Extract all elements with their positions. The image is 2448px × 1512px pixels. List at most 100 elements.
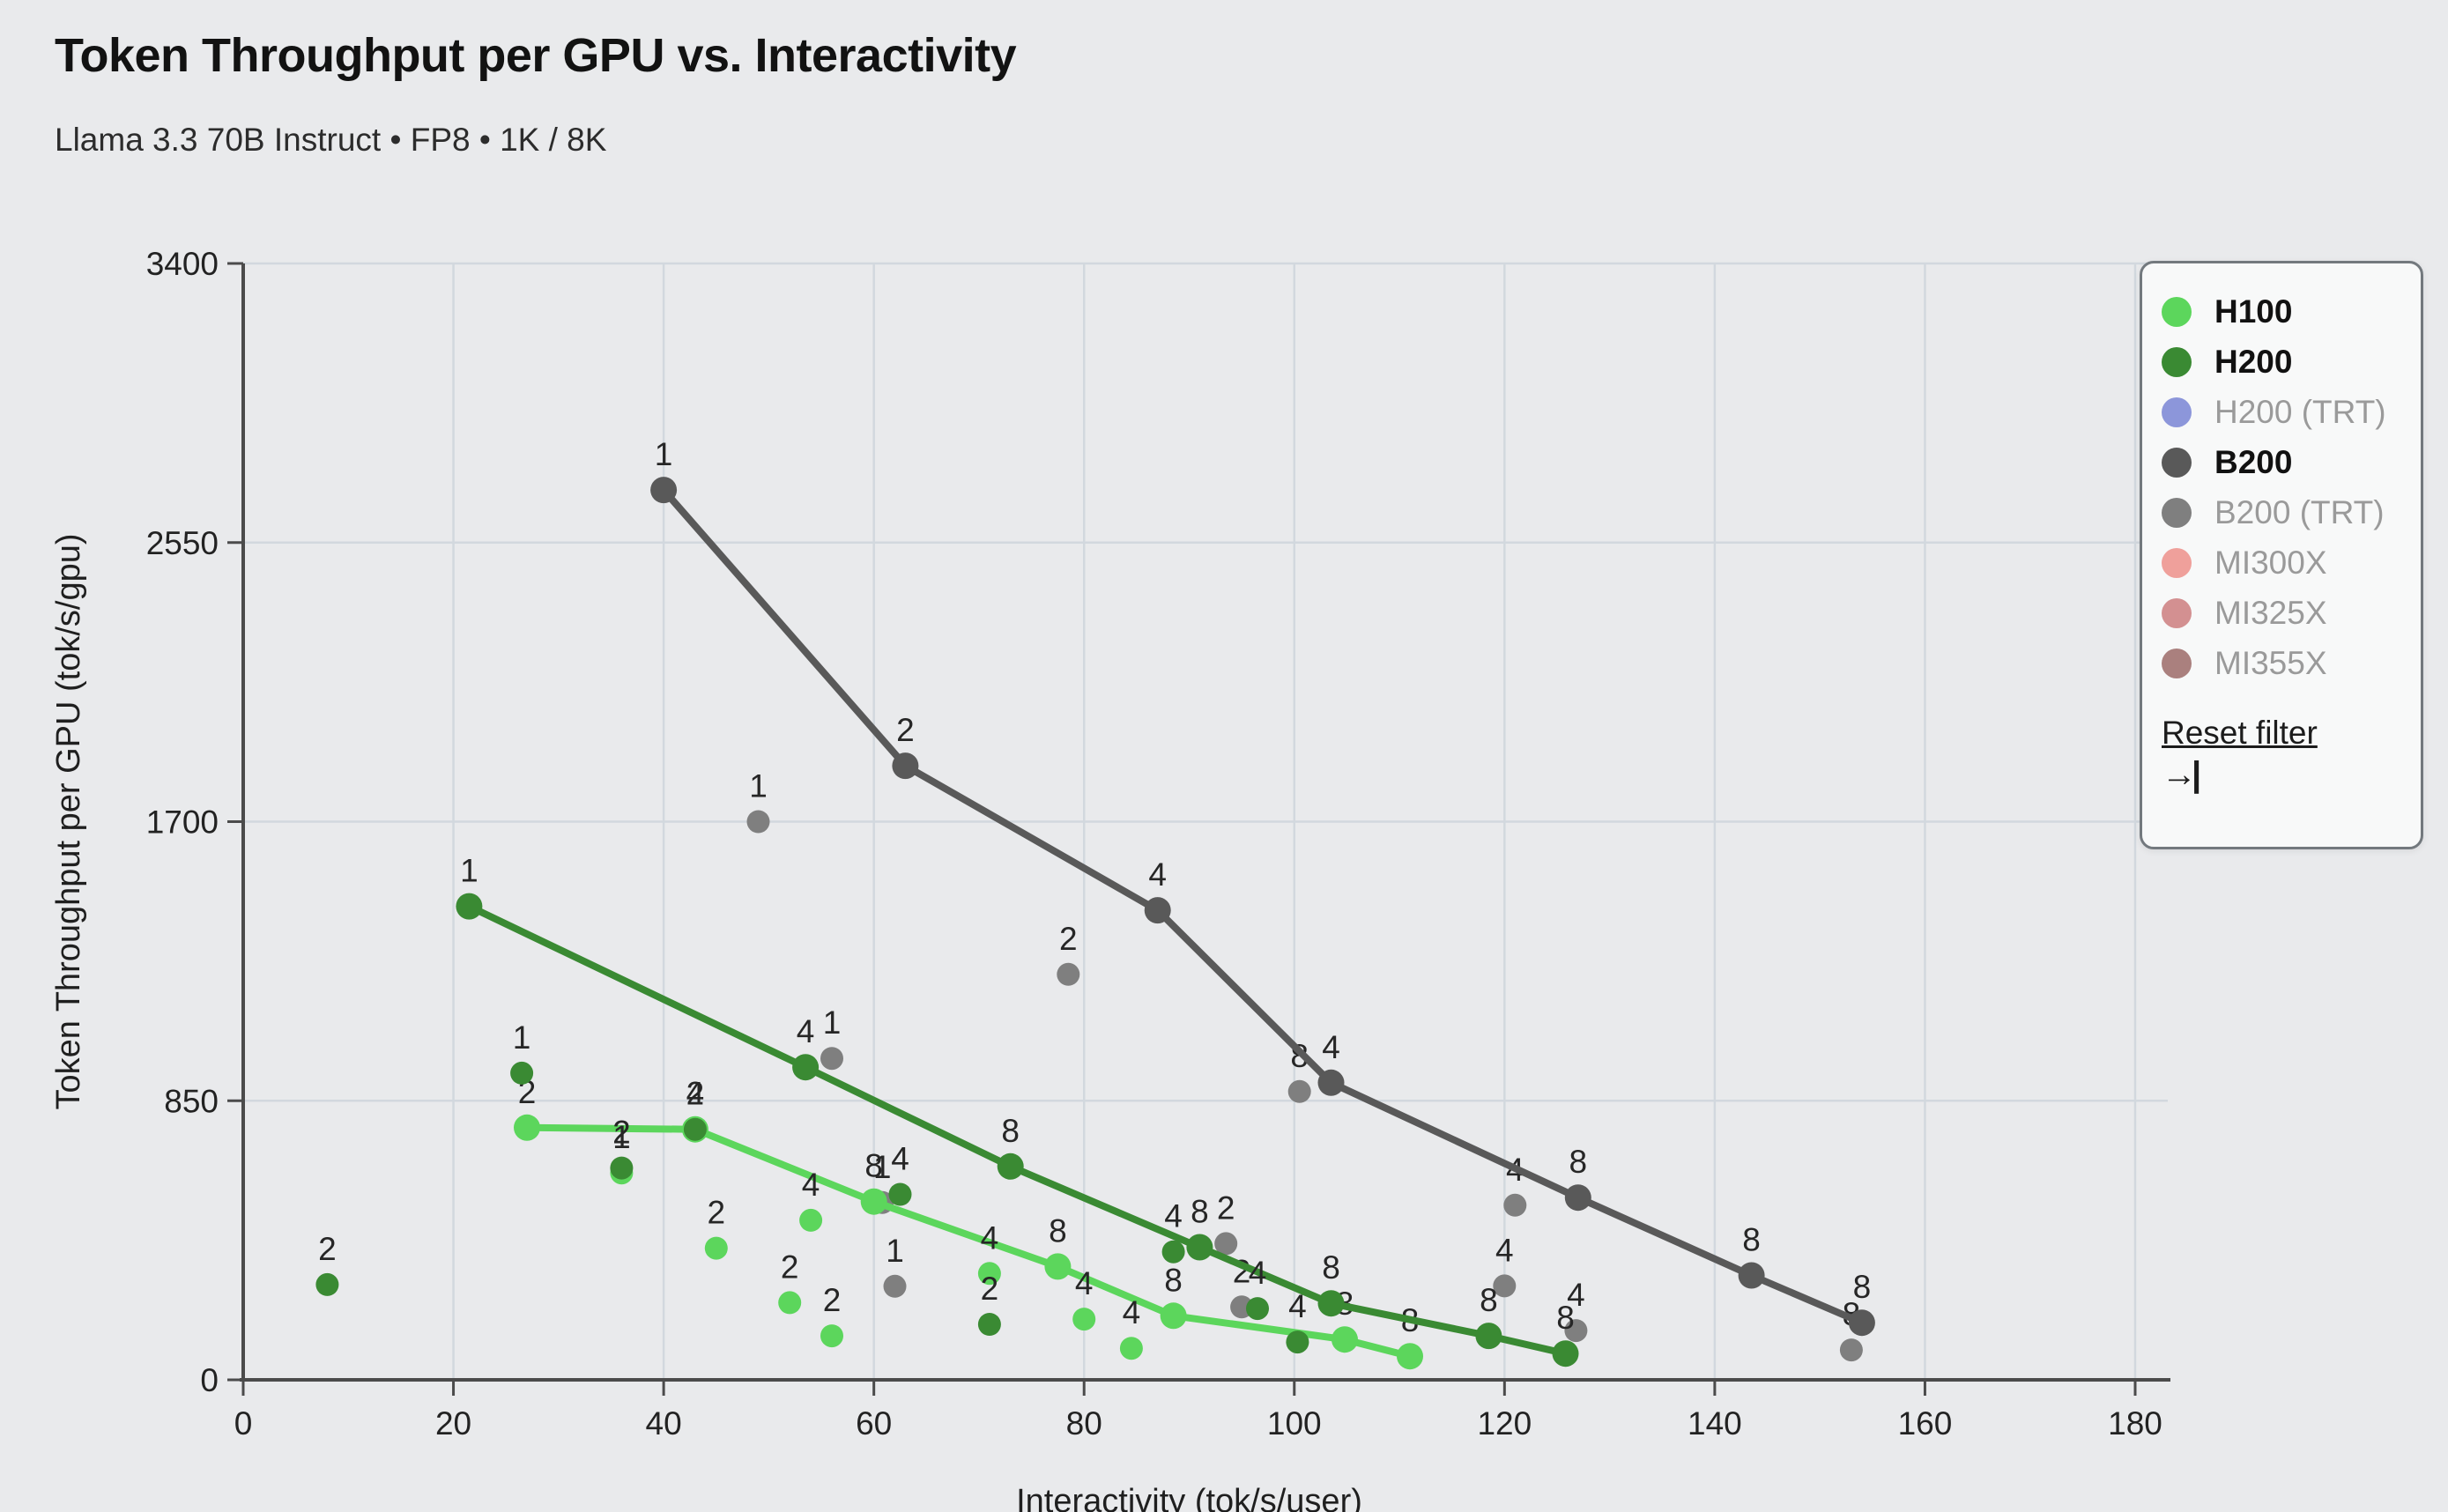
y-tick-label: 1700 [146, 804, 219, 841]
x-tick-label: 160 [1898, 1405, 1953, 1442]
data-point-h200[interactable] [888, 1182, 912, 1206]
data-point-b200-trt[interactable] [1287, 1079, 1311, 1103]
point-label-h100: 2 [708, 1195, 726, 1231]
legend-swatch-icon [2162, 547, 2192, 578]
data-point-b200-trt[interactable] [1839, 1338, 1863, 1362]
point-label-h200: 4 [891, 1141, 909, 1177]
data-point-h100[interactable] [514, 1114, 540, 1141]
reset-filter-link[interactable]: Reset filter [2162, 715, 2318, 751]
x-tick-label: 0 [234, 1405, 253, 1442]
data-point-h200[interactable] [977, 1313, 1001, 1336]
data-point-h100[interactable] [1160, 1302, 1187, 1330]
data-point-h100[interactable] [778, 1291, 802, 1315]
point-label-h100: 2 [823, 1282, 842, 1318]
legend-item-h100[interactable]: H100 [2162, 286, 2403, 337]
data-point-b200[interactable] [892, 752, 919, 780]
point-label-b200-trt: 1 [873, 1149, 892, 1185]
page-title: Token Throughput per GPU vs. Interactivi… [55, 29, 1017, 82]
point-label-h200: 8 [1480, 1282, 1498, 1318]
x-tick-label: 20 [435, 1405, 471, 1442]
data-point-h100[interactable] [977, 1262, 1001, 1286]
data-point-b200[interactable] [650, 477, 678, 504]
x-tick-label: 80 [1066, 1405, 1102, 1442]
point-label-h200: 8 [1191, 1194, 1209, 1230]
x-tick-label: 60 [856, 1405, 892, 1442]
data-point-b200-trt[interactable] [1503, 1193, 1527, 1217]
point-label-h100: 4 [802, 1167, 820, 1203]
data-point-h100[interactable] [1332, 1326, 1358, 1353]
legend-swatch-icon [2162, 346, 2192, 377]
y-tick-label: 3400 [146, 246, 219, 282]
data-point-b200[interactable] [1144, 897, 1171, 924]
data-point-h200[interactable] [1186, 1234, 1213, 1261]
data-point-b200[interactable] [1564, 1184, 1591, 1212]
point-label-b200-trt: 1 [749, 768, 768, 804]
point-label-b200: 8 [1742, 1222, 1761, 1258]
legend-item-mi355x[interactable]: MI355X [2162, 638, 2403, 688]
data-point-h200[interactable] [1286, 1330, 1309, 1354]
legend-item-h200[interactable]: H200 [2162, 337, 2403, 387]
data-point-h100[interactable] [704, 1236, 728, 1260]
data-point-h200[interactable] [997, 1153, 1024, 1180]
point-label-h200: 2 [318, 1231, 337, 1267]
data-point-b200-trt[interactable] [820, 1047, 843, 1071]
pareto-line-b200 [660, 486, 1866, 1327]
legend-swatch-icon [2162, 497, 2192, 528]
point-label-b200: 8 [1853, 1269, 1872, 1305]
data-point-h200[interactable] [792, 1054, 820, 1081]
point-label-b200-trt: 4 [1567, 1277, 1585, 1313]
data-point-h100[interactable] [860, 1188, 887, 1215]
data-point-h100[interactable] [820, 1324, 843, 1348]
data-point-h200[interactable] [1246, 1297, 1269, 1321]
point-label-b200: 2 [896, 712, 915, 748]
data-point-h100[interactable] [1072, 1308, 1096, 1331]
point-label-h100: 4 [1075, 1265, 1094, 1301]
data-point-b200-trt[interactable] [1493, 1274, 1517, 1298]
x-axis-title: Interactivity (tok/s/user) [1016, 1483, 1362, 1512]
legend-item-label: B200 [2214, 443, 2293, 480]
data-point-h200[interactable] [610, 1156, 634, 1180]
data-point-h100[interactable] [1119, 1337, 1143, 1360]
data-point-b200[interactable] [1738, 1262, 1765, 1289]
data-point-h200[interactable] [1317, 1290, 1345, 1317]
data-point-h200[interactable] [1475, 1323, 1502, 1350]
legend-item-label: B200 (TRT) [2214, 493, 2385, 530]
legend-item-mi325x[interactable]: MI325X [2162, 588, 2403, 638]
point-label-h200: 1 [513, 1019, 531, 1056]
legend-item-label: H200 (TRT) [2214, 393, 2386, 430]
collapse-panel-icon[interactable]: →| [2162, 755, 2201, 794]
data-point-b200[interactable] [1317, 1069, 1345, 1096]
data-point-b200-trt[interactable] [1214, 1232, 1238, 1256]
data-point-b200-trt[interactable] [746, 810, 770, 834]
point-label-b200: 1 [655, 436, 673, 472]
data-point-h100[interactable] [1397, 1343, 1423, 1370]
data-point-h200[interactable] [315, 1272, 339, 1296]
y-axis-title: Token Throughput per GPU (tok/s/gpu) [50, 533, 87, 1109]
point-label-h100: 4 [1123, 1294, 1141, 1330]
pareto-line-h100 [523, 1123, 1413, 1360]
data-point-b200[interactable] [1848, 1309, 1875, 1337]
point-label-h100: 8 [1164, 1262, 1183, 1298]
y-tick-label: 2550 [146, 525, 219, 561]
data-point-h200[interactable] [1552, 1340, 1579, 1367]
data-point-h200[interactable] [683, 1117, 707, 1141]
legend-swatch-icon [2162, 648, 2192, 678]
data-point-h100[interactable] [1044, 1253, 1072, 1280]
legend-item-label: MI355X [2214, 644, 2327, 681]
point-label-b200-trt: 1 [823, 1004, 842, 1041]
legend-item-b200[interactable]: B200 [2162, 437, 2403, 487]
data-point-b200-trt[interactable] [1564, 1319, 1588, 1343]
legend-item-b200-trt[interactable]: B200 (TRT) [2162, 487, 2403, 537]
point-label-b200: 8 [1569, 1144, 1588, 1180]
legend-item-label: H100 [2214, 293, 2293, 330]
data-point-h200[interactable] [510, 1061, 534, 1085]
data-point-h200[interactable] [456, 893, 483, 920]
data-point-b200-trt[interactable] [1057, 962, 1080, 986]
data-point-h100[interactable] [799, 1208, 823, 1232]
data-point-b200-trt[interactable] [883, 1274, 907, 1298]
x-tick-label: 100 [1267, 1405, 1322, 1442]
point-label-h200: 4 [797, 1013, 815, 1049]
legend-item-h200-trt[interactable]: H200 (TRT) [2162, 387, 2403, 437]
legend-item-mi300x[interactable]: MI300X [2162, 537, 2403, 588]
data-point-h200[interactable] [1161, 1240, 1185, 1264]
